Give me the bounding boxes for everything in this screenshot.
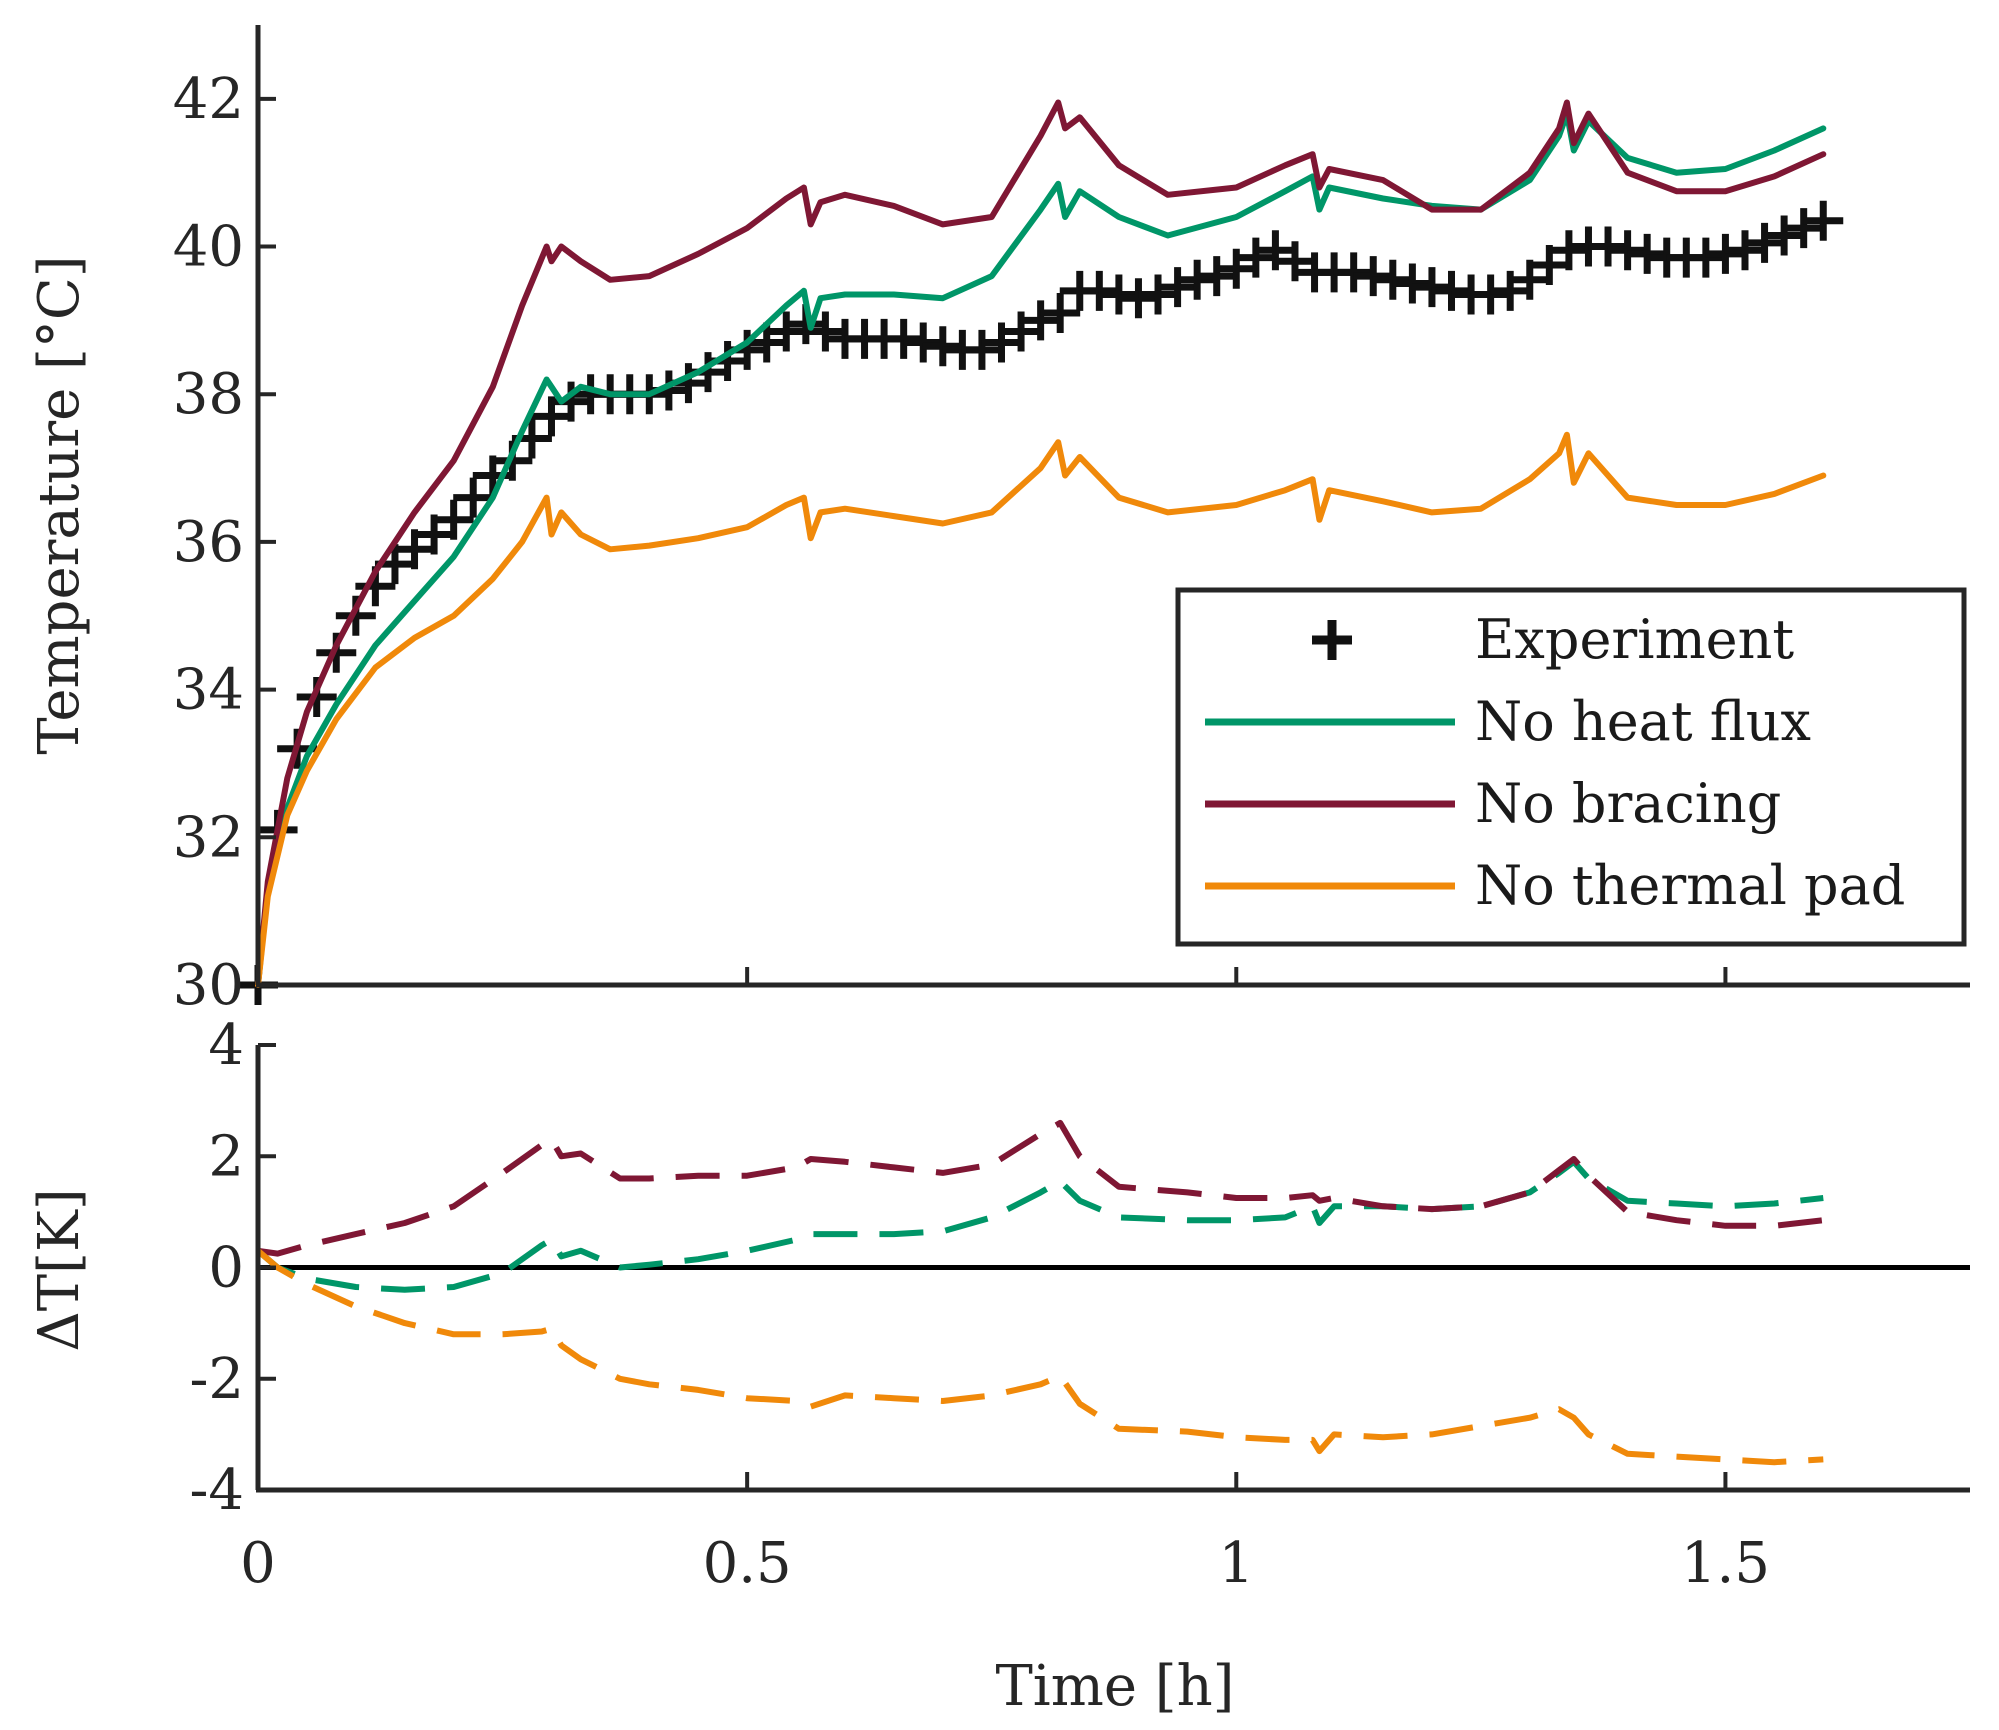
experiment-point: [1685, 237, 1726, 278]
experiment-point: [1764, 215, 1805, 256]
experiment-point: [1392, 263, 1433, 304]
experiment-point: [1783, 208, 1824, 249]
experiment-point: [1157, 267, 1198, 308]
experiment-point: [1196, 256, 1237, 297]
experiment-point: [1607, 230, 1648, 271]
top-y-tick-label: 42: [173, 67, 244, 132]
experiment-point: [922, 326, 963, 367]
experiment-point: [1177, 259, 1218, 300]
experiment-point: [1098, 274, 1139, 315]
bot-y-tick-label: 4: [208, 1013, 244, 1078]
temperature-x-ticks: [256, 967, 1728, 985]
experiment-point: [1470, 274, 1511, 315]
top-series-no-thermal-pad: [255, 431, 1827, 988]
experiment-point: [1548, 230, 1589, 271]
delta-x-ticks: 0 0.5 1 1.5: [240, 1472, 1770, 1596]
bot-series-no-thermal-pad: [256, 1248, 1824, 1466]
legend-entry-experiment: Experiment: [1312, 608, 1794, 671]
temperature-axes: 30 32 34 36 38 40 42: [173, 25, 1970, 1018]
experiment-point: [1079, 270, 1120, 311]
experiment-point: [1235, 237, 1276, 278]
experiment-point: [805, 311, 846, 352]
experiment-point: [453, 477, 494, 518]
bot-x-tick-label: 1.5: [1681, 1531, 1770, 1596]
top-y-tick-label: 32: [173, 805, 244, 870]
experiment-point: [883, 318, 924, 359]
experiment-point: [1411, 267, 1452, 308]
legend: Experiment No heat flux No bracing No th…: [1175, 587, 1967, 947]
legend-label-no-bracing: No bracing: [1475, 772, 1781, 835]
bot-y-tick-label: -2: [189, 1347, 244, 1412]
top-y-tick-label: 30: [173, 953, 244, 1018]
top-y-tick-label: 40: [173, 215, 244, 280]
experiment-point: [1372, 259, 1413, 300]
experiment-point: [1333, 252, 1374, 293]
legend-entry-no-thermal-pad: No thermal pad: [1205, 854, 1905, 917]
experiment-point: [1040, 293, 1081, 333]
temperature-series-group: [238, 99, 1844, 1005]
bot-y-tick-label: 0: [208, 1236, 244, 1301]
experiment-point: [903, 322, 944, 363]
experiment-point: [1588, 226, 1629, 267]
experiment-point: [1118, 278, 1159, 319]
top-series-no-heat-flux: [255, 110, 1827, 988]
experiment-point: [1138, 274, 1179, 315]
bot-x-tick-label: 0: [240, 1531, 276, 1596]
experiment-point: [433, 499, 474, 540]
bot-y-tick-label: 2: [208, 1124, 244, 1189]
delta-series-group: [256, 1119, 1824, 1466]
x-axis-label: Time [h]: [995, 1654, 1234, 1719]
experiment-point: [1627, 233, 1668, 274]
experiment-point: [1803, 200, 1844, 241]
delta-panel: -4 -2 0 2 4 0 0.5 1 1.5 ΔT[K] Time [h]: [27, 1013, 1970, 1719]
legend-label-experiment: Experiment: [1475, 608, 1794, 671]
top-y-tick-label: 34: [173, 658, 244, 723]
delta-y-axis-label: ΔT[K]: [27, 1188, 92, 1351]
delta-y-ticks: -4 -2 0 2 4: [189, 1013, 276, 1523]
experiment-point: [1724, 230, 1765, 271]
experiment-point: [1705, 233, 1746, 274]
experiment-point: [961, 329, 1002, 370]
bot-x-tick-label: 1: [1218, 1531, 1254, 1596]
bot-x-tick-label: 0.5: [703, 1531, 792, 1596]
temperature-y-axis-label: Temperature [°C]: [27, 255, 92, 754]
legend-label-no-thermal-pad: No thermal pad: [1475, 854, 1905, 917]
top-series-no-bracing: [255, 99, 1827, 988]
temperature-y-ticks: 30 32 34 36 38 40 42: [173, 67, 276, 1018]
top-y-tick-label: 38: [173, 362, 244, 427]
top-y-tick-label: 36: [173, 510, 244, 575]
legend-entry-no-heat-flux: No heat flux: [1205, 690, 1811, 753]
temperature-panel: 30 32 34 36 38 40 42 Temperature [°C] Experime…: [27, 25, 1970, 1018]
experiment-point: [1353, 256, 1394, 297]
delta-axes: -4 -2 0 2 4 0 0.5 1 1.5: [189, 1013, 1970, 1596]
legend-entry-no-bracing: No bracing: [1205, 772, 1781, 835]
experiment-point: [1020, 300, 1061, 341]
bot-series-no-bracing: [257, 1119, 1824, 1257]
experiment-point: [1744, 222, 1785, 263]
legend-marker-experiment: [1312, 620, 1352, 660]
experiment-point: [766, 311, 807, 352]
experiment-point: [1431, 270, 1472, 311]
bot-y-tick-label: -4: [189, 1458, 244, 1523]
legend-label-no-heat-flux: No heat flux: [1475, 690, 1811, 753]
